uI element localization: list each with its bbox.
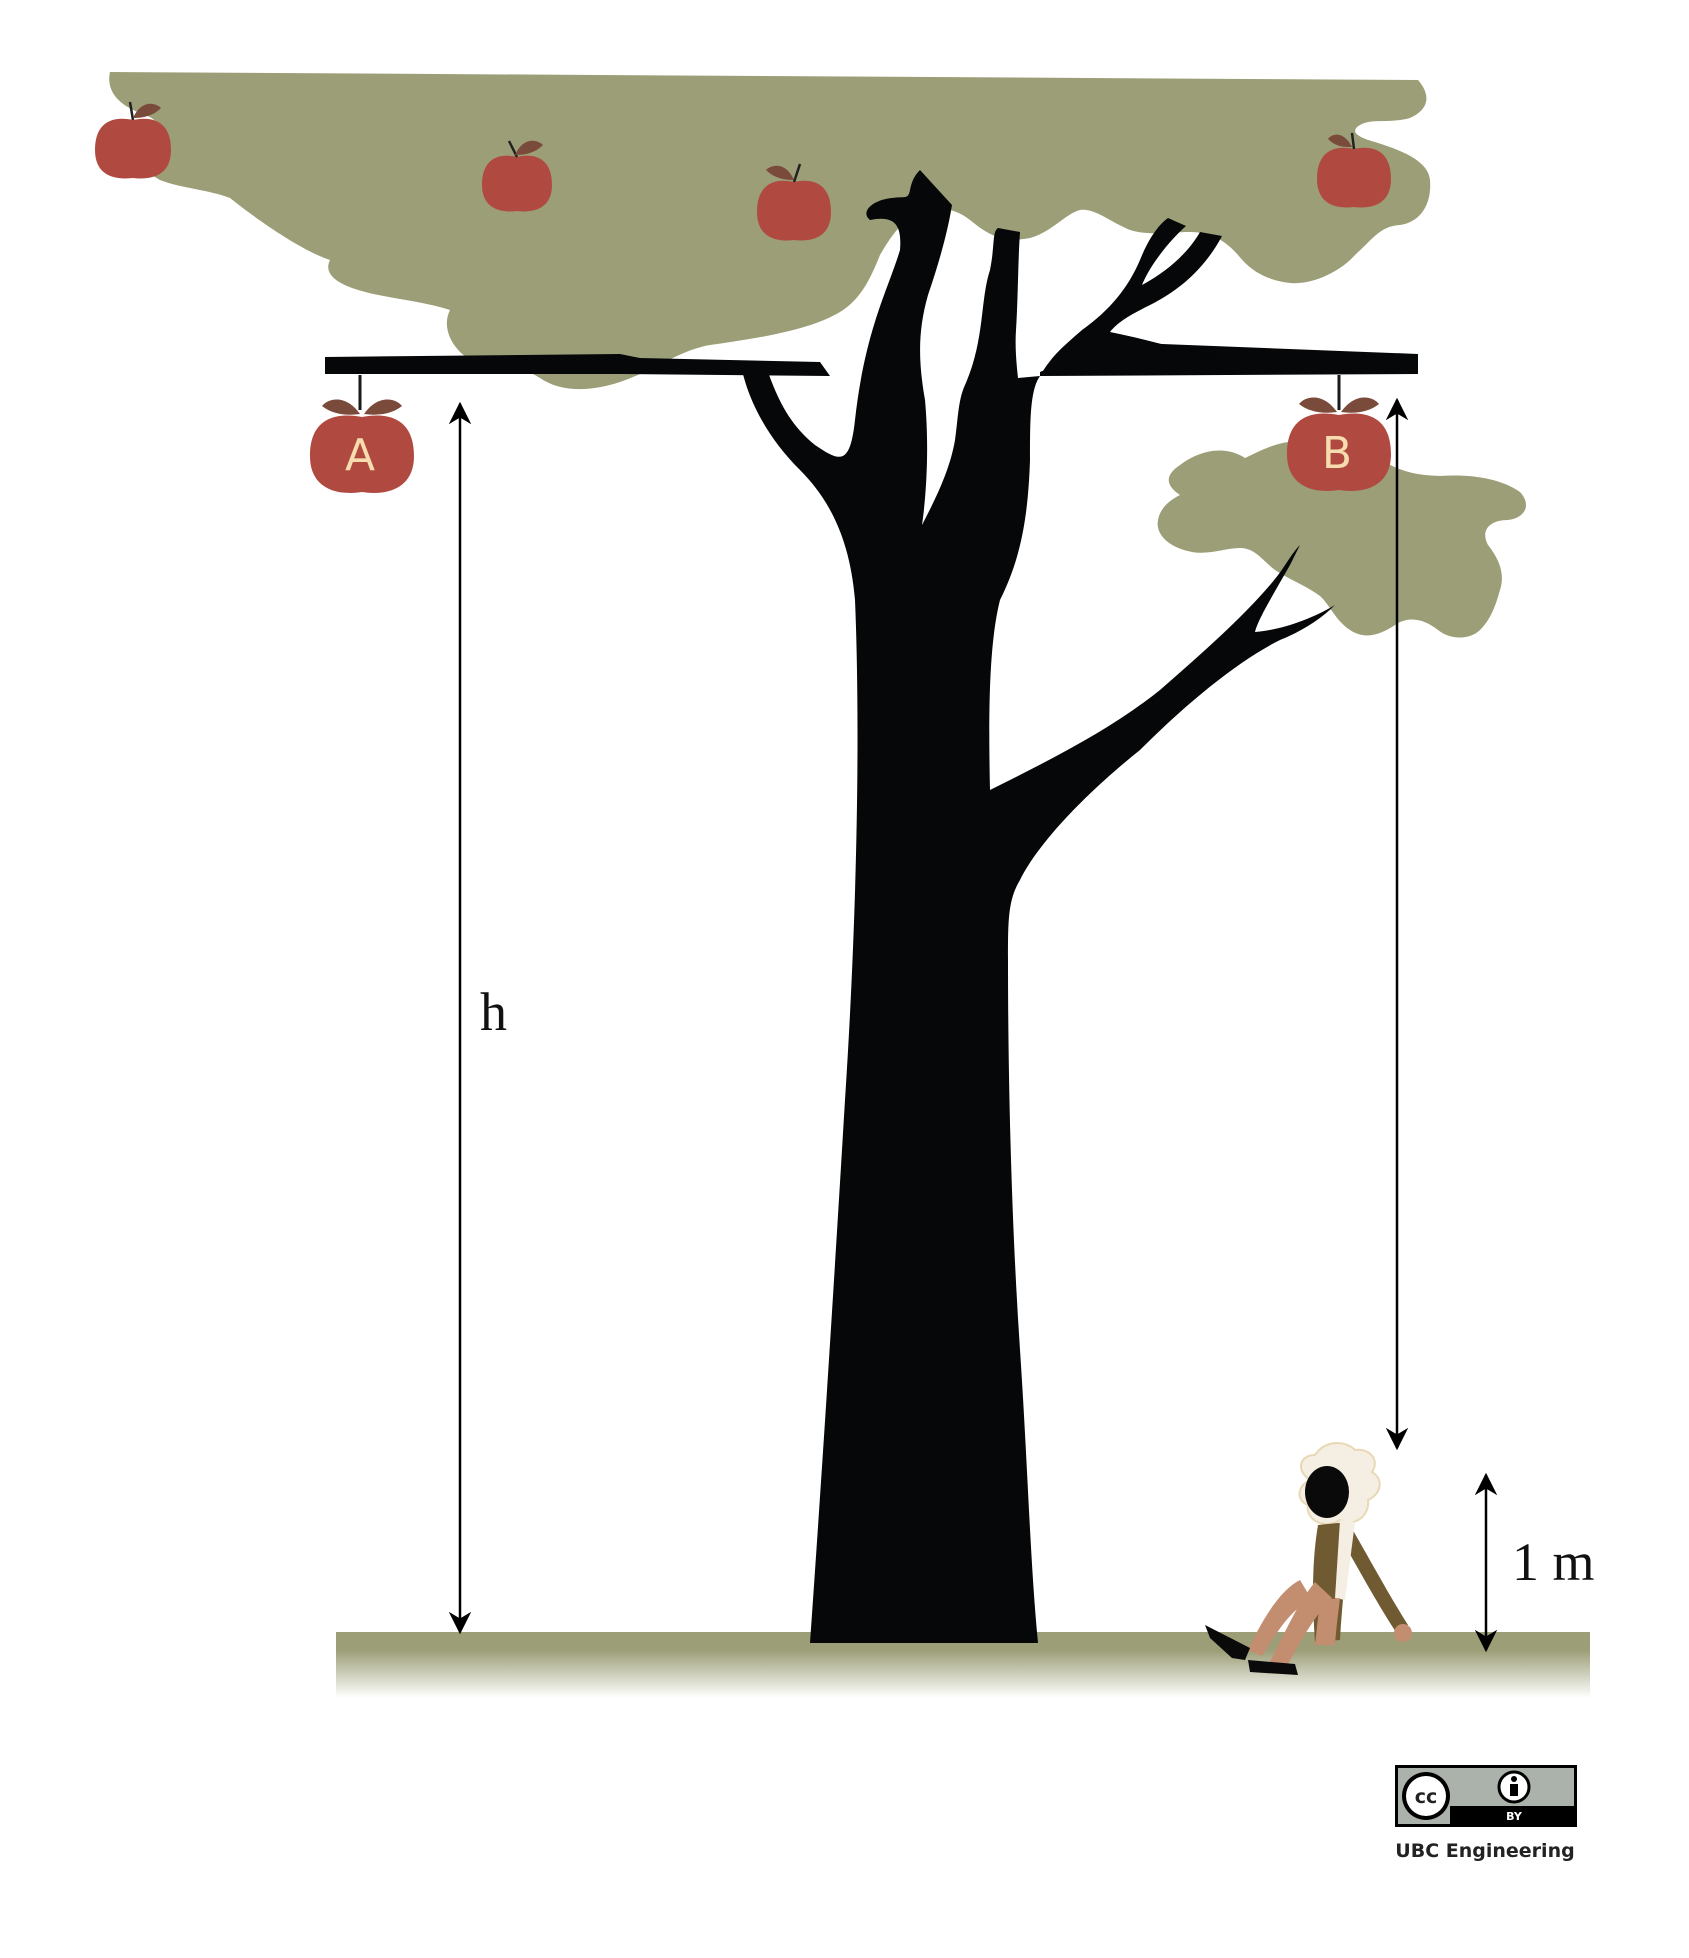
apple-icon	[757, 163, 831, 241]
cc-logo-text: cc	[1415, 1786, 1438, 1808]
cc-by-license-badge: cc BY	[1395, 1765, 1577, 1827]
apple-icon	[482, 140, 552, 212]
canopy-apples	[95, 101, 1391, 241]
apple-a: A	[310, 399, 414, 493]
height-label-h: h	[480, 982, 507, 1042]
height-label-1m: 1 m	[1512, 1532, 1595, 1592]
apple-stems	[358, 375, 1341, 410]
apple-icon	[1317, 132, 1391, 208]
apple-b: B	[1287, 397, 1391, 491]
credit-ubc-engineering: UBC Engineering	[1395, 1840, 1574, 1862]
attribution-person-icon	[1497, 1770, 1531, 1804]
cc-by-text: BY	[1506, 1810, 1523, 1823]
apple-icon	[95, 101, 171, 179]
apple-b-label: B	[1322, 428, 1352, 479]
tree-trunk	[325, 170, 1418, 1643]
apple-a-label: A	[345, 430, 375, 481]
ground	[336, 1632, 1590, 1698]
seated-person-icon	[1205, 1442, 1412, 1675]
